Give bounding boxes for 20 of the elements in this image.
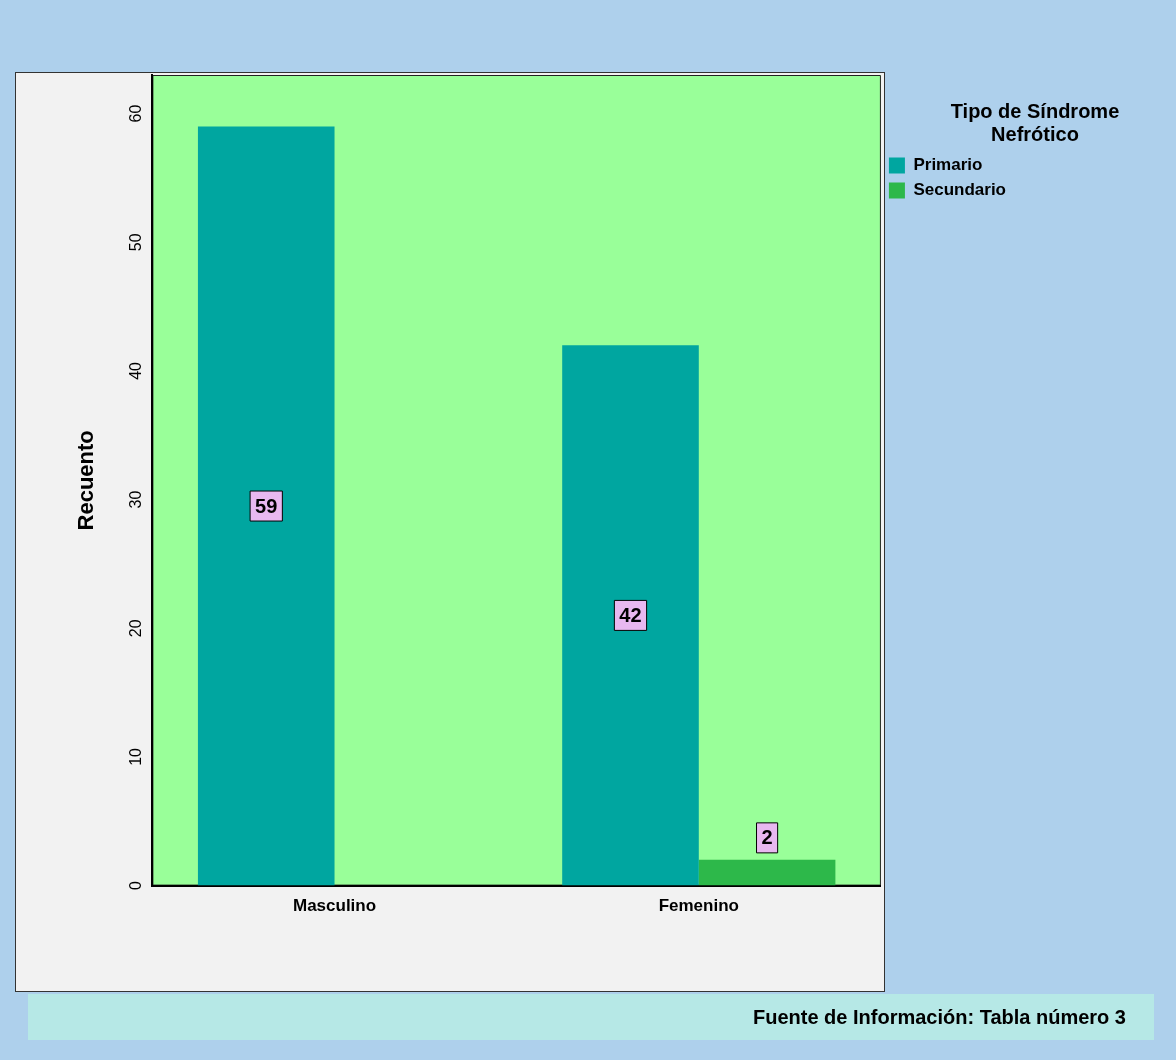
x-tick-label: Femenino — [658, 896, 739, 916]
data-label: 59 — [255, 494, 278, 517]
source-note: Fuente de Información: Tabla número 3 — [28, 994, 1154, 1040]
legend-title: Tipo de Síndrome Nefrótico — [949, 100, 1121, 146]
bar — [698, 859, 836, 886]
x-tick-label: Masculino — [292, 896, 377, 916]
bar — [562, 345, 699, 886]
y-tick-label: 30 — [126, 490, 144, 509]
legend-label: Primario — [913, 155, 983, 175]
bar — [197, 126, 335, 886]
data-label: 42 — [619, 603, 642, 626]
y-tick-label: 10 — [126, 747, 144, 766]
y-tick-label: 50 — [126, 233, 144, 252]
y-axis-title: Recuento — [73, 430, 99, 531]
y-tick-label: 60 — [126, 104, 144, 123]
y-tick-label: 0 — [126, 881, 144, 891]
data-label: 2 — [761, 826, 773, 849]
legend-label: Secundario — [913, 180, 1007, 200]
y-tick-label: 40 — [126, 361, 144, 380]
y-tick-label: 20 — [126, 619, 144, 638]
